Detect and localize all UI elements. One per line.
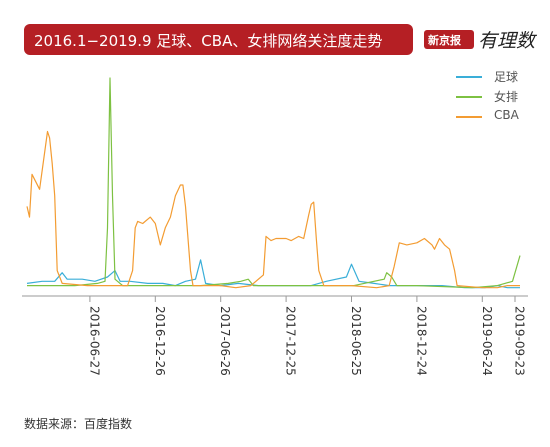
series-layer xyxy=(26,77,521,289)
x-tick-label: 2016-06-27 xyxy=(87,306,101,376)
series-line-0 xyxy=(26,259,520,289)
legend: 足球 女排 CBA xyxy=(456,67,546,127)
brand-script-text: 有理数 xyxy=(478,30,536,52)
legend-label-football: 足球 xyxy=(494,70,519,84)
series-line-1 xyxy=(27,77,521,289)
x-tick-label: 2019-06-24 xyxy=(480,306,494,376)
x-tick-label: 2018-06-25 xyxy=(349,306,363,376)
x-tick-label: 2016-12-26 xyxy=(153,306,167,376)
title-banner: 2016.1−2019.9 足球、CBA、女排网络关注度走势 xyxy=(24,24,413,55)
brand-stamp-text: 新京报 xyxy=(428,34,461,47)
x-tick-label: 2019-09-23 xyxy=(513,306,527,376)
brand-logo: 新京报 有理数 xyxy=(424,26,536,54)
legend-item-football: 足球 xyxy=(456,67,546,87)
legend-swatch-volleyball xyxy=(456,96,482,98)
x-tick-label: 2017-12-25 xyxy=(284,306,298,376)
legend-swatch-football xyxy=(456,76,482,78)
series-line-2 xyxy=(26,130,520,289)
legend-item-volleyball: 女排 xyxy=(456,87,546,107)
brand-stamp: 新京报 xyxy=(424,30,474,49)
x-tick-label: 2017-06-26 xyxy=(218,306,232,376)
x-tick-label: 2018-12-24 xyxy=(414,306,428,376)
legend-item-cba: CBA xyxy=(456,107,546,127)
legend-label-volleyball: 女排 xyxy=(494,90,519,104)
chart-title: 2016.1−2019.9 足球、CBA、女排网络关注度走势 xyxy=(34,32,383,50)
source-note: 数据来源：百度指数 xyxy=(24,417,133,431)
legend-swatch-cba xyxy=(456,116,482,118)
legend-label-cba: CBA xyxy=(494,108,519,122)
x-axis-ticks: 2016-06-27 2016-12-26 2017-06-26 2017-12-25… xyxy=(87,296,527,376)
